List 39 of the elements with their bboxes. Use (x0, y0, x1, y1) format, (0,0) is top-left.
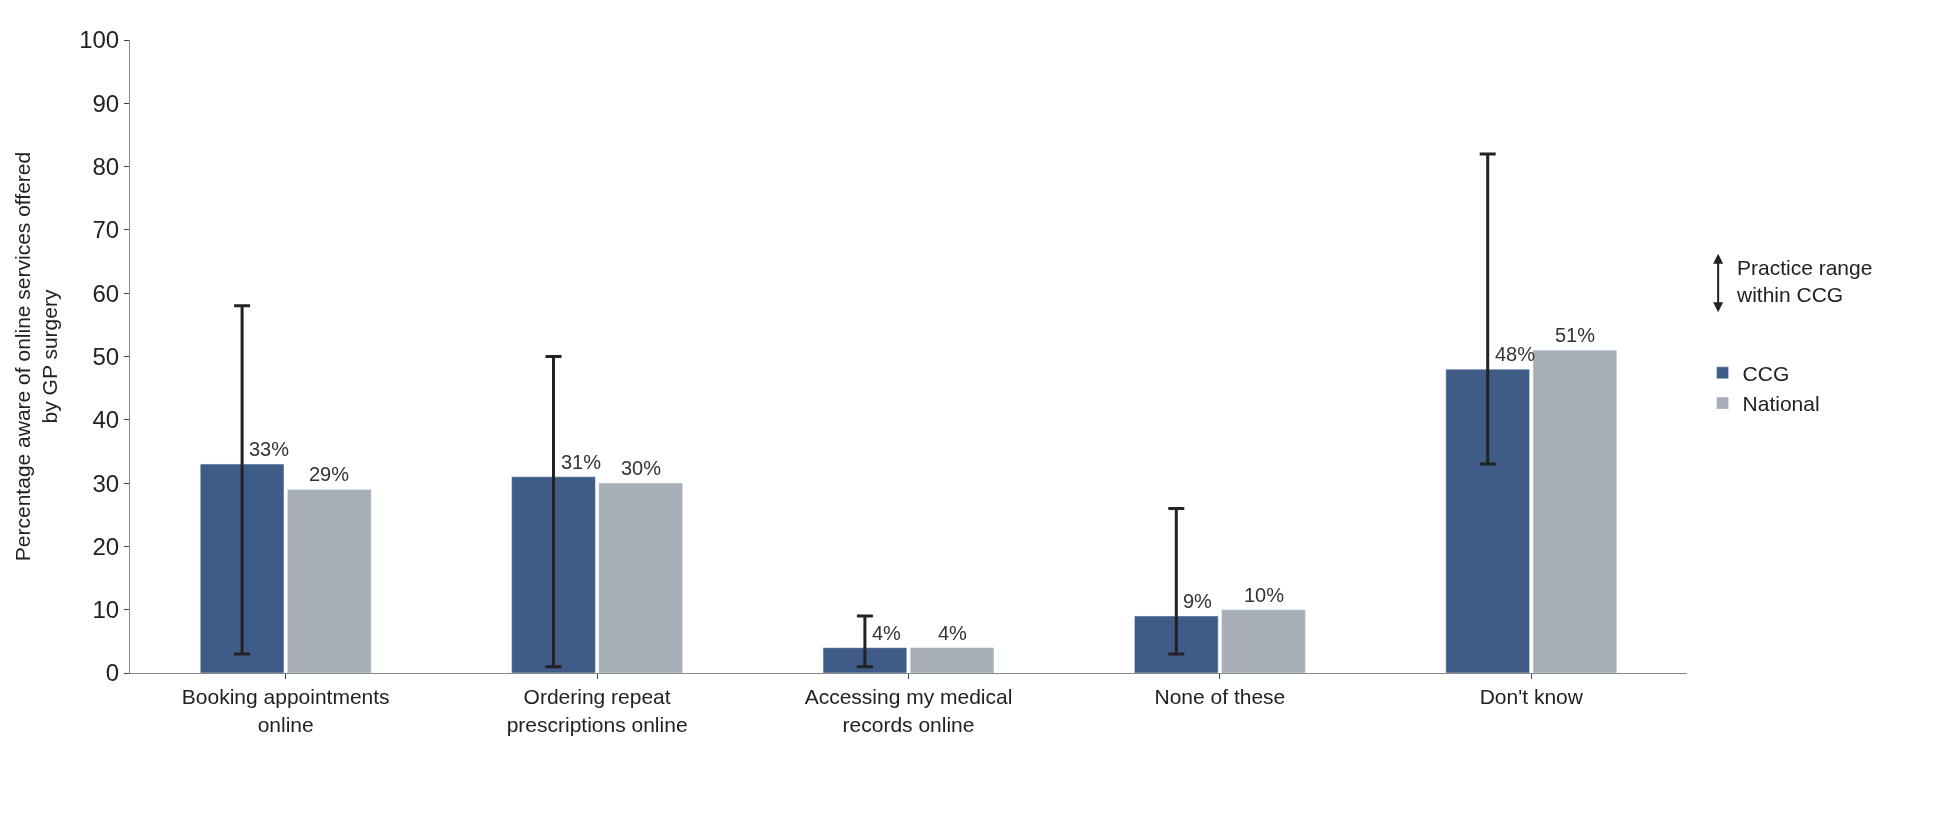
bar (511, 476, 596, 673)
y-tick-label: 50 (92, 342, 120, 370)
bar (1445, 368, 1530, 673)
bar (909, 647, 995, 673)
y-tick-label: 90 (92, 89, 120, 117)
data-label: 48% (1495, 343, 1536, 365)
bar (822, 647, 908, 673)
data-label: 29% (309, 463, 350, 485)
x-tick-label: Ordering repeat prescriptions online (506, 685, 688, 736)
y-tick-label: 100 (79, 26, 120, 54)
data-label: 30% (621, 457, 662, 479)
bar (1221, 609, 1306, 673)
data-label: 4% (938, 622, 968, 644)
x-tick-label: Accessing my medical records online (804, 685, 1013, 736)
bar (598, 482, 683, 673)
legend-label: CCG (1742, 361, 1790, 385)
y-tick-label: 80 (92, 153, 120, 180)
data-label: 10% (1244, 584, 1285, 606)
y-tick-label: 60 (92, 279, 120, 307)
bar (1134, 615, 1219, 673)
x-tick-label: Don't know (1479, 685, 1584, 709)
y-tick-label: 70 (92, 216, 120, 244)
y-tick-label: 0 (105, 659, 120, 687)
data-label: 51% (1555, 324, 1596, 346)
data-label: 4% (872, 622, 902, 644)
data-label: 31% (561, 451, 602, 473)
bar (200, 463, 285, 673)
y-tick-label: 30 (92, 469, 120, 497)
y-tick-label: 10 (92, 596, 120, 624)
bar (287, 489, 372, 673)
x-tick-label: None of these (1154, 685, 1286, 709)
data-label: 9% (1183, 590, 1213, 612)
text: Practice range within CCG (1736, 256, 1873, 307)
y-axis-title: Percentage aware of online services offered by GP surgery (11, 151, 62, 562)
data-label: 33% (249, 438, 290, 460)
legend-label: National (1742, 392, 1820, 416)
y-tick-label: 40 (92, 406, 120, 434)
y-tick-label: 20 (92, 532, 120, 560)
x-tick-label: Booking appointments online (181, 685, 390, 736)
